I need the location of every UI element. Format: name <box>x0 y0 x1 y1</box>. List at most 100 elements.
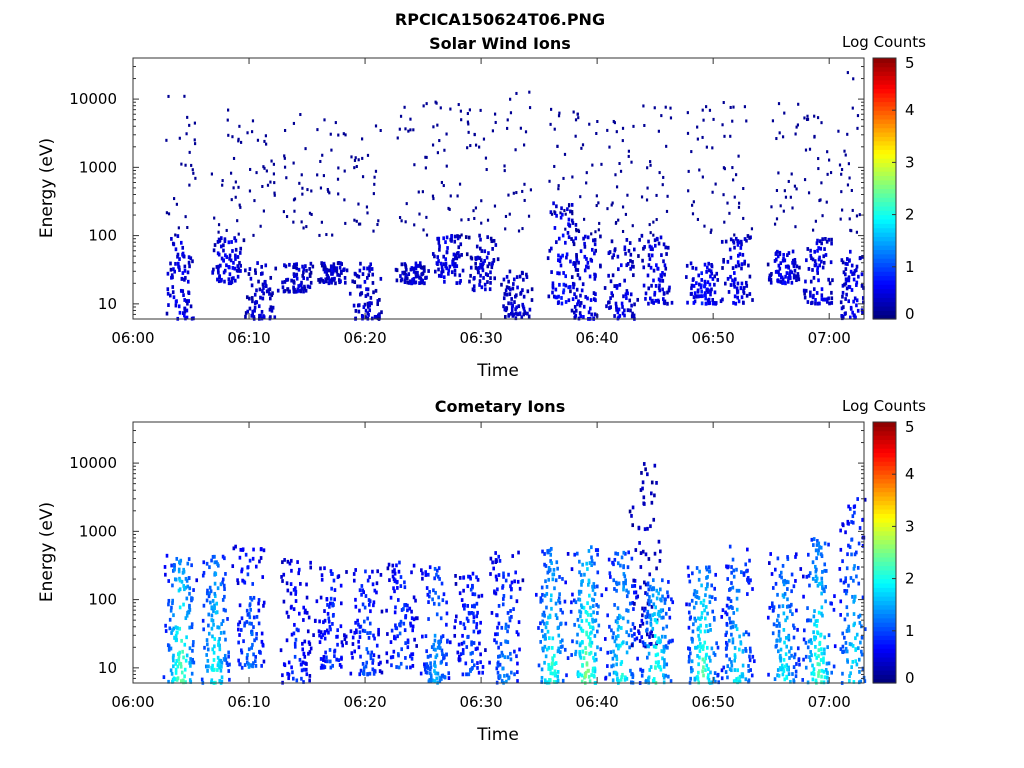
heatmap-cell <box>183 277 186 282</box>
burst <box>313 566 348 670</box>
heatmap-cell <box>699 642 702 646</box>
heatmap-cell <box>240 567 244 572</box>
heatmap-cell <box>255 300 259 305</box>
heatmap-cell <box>306 188 309 192</box>
heatmap-cell <box>857 581 861 586</box>
heatmap-cell <box>792 678 795 683</box>
heatmap-cell <box>365 647 369 651</box>
heatmap-cell <box>504 626 508 630</box>
heatmap-cell <box>412 128 415 132</box>
heatmap-cell <box>554 578 558 583</box>
heatmap-cell <box>524 130 528 134</box>
heatmap-cell <box>581 579 584 583</box>
heatmap-cell <box>809 658 812 663</box>
heatmap-cell <box>365 205 369 209</box>
x-tick-label: 06:40 <box>576 693 619 711</box>
heatmap-cell <box>840 190 843 194</box>
heatmap-cell <box>566 207 569 212</box>
heatmap-cell <box>649 265 653 270</box>
heatmap-cell <box>174 625 178 630</box>
heatmap-cell <box>454 253 458 258</box>
heatmap-cell <box>369 262 373 267</box>
heatmap-cell <box>223 653 227 658</box>
heatmap-cell <box>557 184 560 188</box>
heatmap-cell <box>364 664 368 669</box>
x-tick-label: 07:00 <box>808 329 851 347</box>
heatmap-cell <box>428 667 432 672</box>
heatmap-cell <box>694 645 697 650</box>
heatmap-cell <box>492 566 495 571</box>
heatmap-cell <box>548 179 551 183</box>
heatmap-cell <box>182 567 185 572</box>
heatmap-cell <box>498 654 502 659</box>
heatmap-cell <box>775 137 778 141</box>
heatmap-cell <box>818 662 821 667</box>
heatmap-cell <box>331 613 335 618</box>
heatmap-cell <box>359 261 362 266</box>
heatmap-cell <box>689 676 692 681</box>
heatmap-cell <box>498 674 502 679</box>
heatmap-cell <box>588 642 591 647</box>
heatmap-cell <box>213 667 216 672</box>
heatmap-cell <box>351 655 354 660</box>
heatmap-cell <box>736 289 739 293</box>
heatmap-cell <box>479 652 482 657</box>
heatmap-cell <box>844 281 848 286</box>
x-tick-label: 06:00 <box>111 329 154 347</box>
heatmap-cell <box>398 560 401 565</box>
heatmap-cell <box>369 653 373 658</box>
x-tick-label: 06:30 <box>459 693 502 711</box>
heatmap-cell <box>691 212 695 216</box>
heatmap-cell <box>397 598 400 602</box>
heatmap-cell <box>171 679 175 684</box>
heatmap-cell <box>213 216 216 220</box>
heatmap-cell <box>550 546 553 551</box>
colorbar-segment <box>873 613 896 619</box>
heatmap-cell <box>702 673 705 678</box>
heatmap-cell <box>181 649 184 654</box>
heatmap-cell <box>644 591 647 595</box>
heatmap-cell <box>555 213 558 218</box>
heatmap-cell <box>200 677 204 682</box>
heatmap-cell <box>169 646 173 651</box>
heatmap-cell <box>179 664 183 669</box>
x-tick-label: 06:40 <box>576 329 619 347</box>
heatmap-cell <box>512 277 516 282</box>
heatmap-cell <box>231 564 235 569</box>
heatmap-cell <box>744 677 748 682</box>
heatmap-cell <box>296 560 299 564</box>
heatmap-cell <box>695 566 699 570</box>
heatmap-cell <box>366 311 370 316</box>
heatmap-cell <box>709 670 712 675</box>
heatmap-cell <box>325 597 329 602</box>
heatmap-cell <box>784 274 787 279</box>
heatmap-cell <box>285 278 288 282</box>
heatmap-cell <box>750 227 754 231</box>
heatmap-cell <box>429 653 432 658</box>
heatmap-cell <box>452 252 456 257</box>
heatmap-cell <box>361 137 364 141</box>
heatmap-cell <box>776 254 780 259</box>
heatmap-cell <box>771 604 774 609</box>
heatmap-cell <box>294 637 298 642</box>
heatmap-cell <box>226 617 229 621</box>
heatmap-cell <box>854 636 857 641</box>
heatmap-cell <box>748 658 752 663</box>
heatmap-cell <box>698 649 702 653</box>
heatmap-cell <box>850 188 853 192</box>
heatmap-cell <box>240 665 244 670</box>
heatmap-cell <box>793 261 797 265</box>
heatmap-cell <box>735 596 739 601</box>
heatmap-cell <box>663 263 667 268</box>
heatmap-cell <box>336 272 339 277</box>
colorbar-segment <box>873 569 896 575</box>
heatmap-cell <box>589 605 592 610</box>
heatmap-cell <box>621 139 624 143</box>
heatmap-cell <box>779 653 782 658</box>
heatmap-cell <box>821 613 824 618</box>
heatmap-cell <box>633 601 636 606</box>
heatmap-cell <box>842 305 845 310</box>
heatmap-cell <box>247 661 250 666</box>
heatmap-cell <box>704 668 707 672</box>
heatmap-cell <box>592 582 596 586</box>
